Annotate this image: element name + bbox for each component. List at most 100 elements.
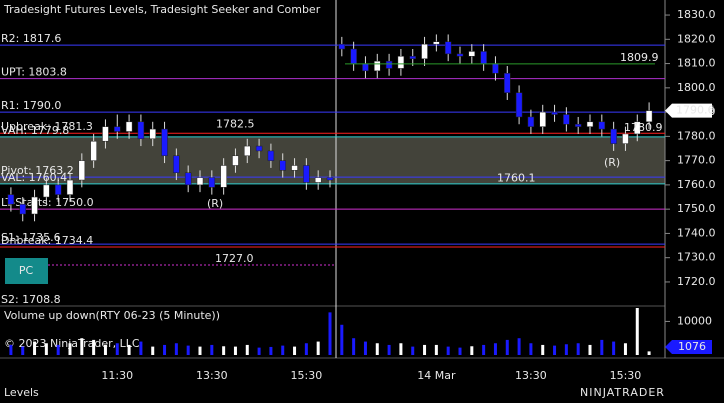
volume-bar [245,344,249,355]
level-label: UPT: 1803.8 [1,66,67,79]
annotation: 1760.1 [497,172,536,185]
candle-body [303,165,310,183]
volume-bar [576,343,580,355]
candle-body [574,123,582,127]
volume-bar [529,343,533,355]
candle-body [220,165,227,188]
candle-body [43,184,50,198]
tab[interactable]: Levels [4,386,39,399]
volume-title: Volume up down(RTY 06-23 (5 Minute)) [4,309,220,322]
volume-bar [541,344,545,355]
y-tick-label: 1820.0 [677,32,716,45]
level-label: S2: 1708.8 [1,293,61,306]
annotation: 1782.5 [216,117,255,130]
volume-bar [316,341,320,355]
candle-body [527,116,535,127]
volume-bar [340,324,344,355]
candle-body [338,43,346,50]
volume-bar [470,346,474,355]
volume-bar [446,346,450,355]
volume-bar [151,346,155,355]
volume-bar [186,345,190,355]
volume-bar [293,346,297,355]
x-tick-label: 14 Mar [417,369,456,382]
volume-bar [222,346,226,355]
volume-bar [635,308,639,355]
candle-body [374,60,381,72]
volume-bar [458,347,462,355]
volume-bar [647,351,651,355]
candle-body [184,172,192,186]
y-tick-label: 1830.0 [677,8,716,21]
chart-title: Tradesight Futures Levels, Tradesight Se… [3,3,321,16]
candle-body [622,133,629,144]
candle-body [137,121,145,140]
y-tick-label: 1730.0 [677,251,716,264]
volume-bar [198,346,202,355]
annotation: 1780.9 [624,121,663,134]
pc-box [5,258,48,284]
volume-bar [33,341,37,355]
copyright: © 2023 NinjaTrader, LLC [4,337,140,350]
volume-bar [588,344,592,355]
x-tick-label: 13:30 [196,369,228,382]
annotation: 1809.9 [620,51,659,64]
candle-body [125,121,133,132]
volume-flag [665,340,712,354]
volume-bar [352,338,356,355]
candle-body [267,150,275,161]
volume-tick-label: 10000 [677,314,712,327]
level-label: Dnbreak: 1734.4 [1,234,93,247]
x-tick-label: 15:30 [610,369,642,382]
volume-bar [304,343,308,355]
volume-bar [281,345,285,355]
candle-body [433,41,440,45]
marker: (R) [604,156,620,169]
candle-body [54,184,62,195]
candle-body [409,56,416,59]
volume-bar [434,344,438,355]
candle-body [468,51,476,57]
logo: NINJATRADER [580,386,665,399]
volume-bar [505,339,509,355]
volume-bar [600,339,604,355]
volume-bar [387,344,391,355]
volume-bar [80,338,84,355]
candle-body [196,177,204,186]
volume-bar [174,343,178,355]
candle-body [598,121,606,130]
candle-body [563,114,570,125]
volume-bar [623,343,627,355]
candle-body [31,196,38,215]
candle-body [397,56,405,69]
volume-bar [375,343,379,355]
last-price: 1790.6 [676,104,715,117]
y-tick-label: 1800.0 [677,81,716,94]
volume-bar [21,346,25,355]
candle-body [515,92,523,118]
candle-body [90,140,97,161]
volume-bar [399,343,403,355]
x-tick-label: 11:30 [101,369,133,382]
y-tick-label: 1780.0 [677,129,716,142]
volume-bar [612,341,616,355]
volume-bar [9,344,13,355]
candle-body [551,111,558,115]
candle-body [634,121,641,135]
volume-bar [269,346,273,355]
y-tick-label: 1720.0 [677,275,716,288]
volume-bar [163,344,167,355]
candle-body [173,155,180,174]
candle-body [492,63,499,74]
candle-body [645,110,653,123]
volume-bar [210,344,214,355]
level-label: Upbreak: 1781.3 [1,120,93,133]
level-label: LT-Starts: 1750.0 [1,196,94,209]
level-label: Pivot: 1763.2 [1,164,74,177]
x-tick-label: 13:30 [515,369,547,382]
candle-body [444,41,452,55]
volume-bar [564,344,568,355]
candle-body [78,160,86,181]
pc-label: PC [19,264,34,277]
